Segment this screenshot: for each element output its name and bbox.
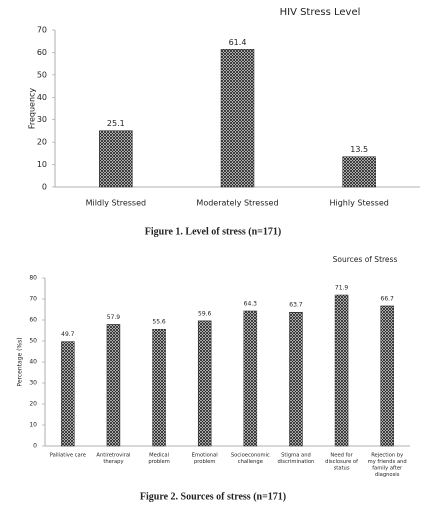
figure-caption: Figure 1. Level of stress (n=171) bbox=[145, 226, 281, 237]
value-label: 59.6 bbox=[198, 310, 212, 317]
y-tick-label: 20 bbox=[37, 138, 47, 147]
bar bbox=[342, 156, 376, 188]
y-tick-label: 80 bbox=[29, 275, 37, 282]
value-label: 63.7 bbox=[289, 302, 303, 309]
x-tick-label: Medical bbox=[149, 453, 169, 459]
value-label: 13.5 bbox=[350, 145, 368, 154]
value-label: 57.9 bbox=[107, 314, 121, 321]
x-tick-label: Mildly Stressed bbox=[86, 199, 147, 208]
x-tick-label: Need for bbox=[330, 453, 353, 459]
y-tick-label: 10 bbox=[29, 422, 37, 429]
bar bbox=[380, 305, 394, 447]
bar bbox=[99, 130, 133, 188]
y-tick-label: 60 bbox=[37, 48, 47, 57]
y-tick-label: 0 bbox=[42, 183, 47, 192]
x-tick-label: challenge bbox=[238, 459, 263, 465]
value-label: 61.4 bbox=[229, 38, 247, 47]
bar bbox=[243, 310, 258, 447]
y-tick-label: 40 bbox=[29, 359, 37, 366]
value-label: 66.7 bbox=[381, 295, 395, 302]
y-tick-label: 30 bbox=[37, 115, 47, 124]
value-label: 49.7 bbox=[61, 331, 75, 338]
x-tick-label: family after bbox=[372, 466, 403, 472]
x-tick-label: Antiretroviral bbox=[96, 453, 130, 459]
chart-title: Sources of Stress bbox=[333, 255, 398, 264]
x-tick-label: Stigma and bbox=[281, 453, 311, 459]
y-tick-label: 40 bbox=[37, 93, 47, 102]
value-label: 71.9 bbox=[335, 285, 349, 292]
x-tick-label: status bbox=[334, 466, 350, 472]
x-tick-label: therapy bbox=[103, 459, 123, 465]
x-tick-label: Highly Stessed bbox=[329, 199, 388, 208]
y-tick-label: 60 bbox=[29, 317, 37, 324]
x-tick-label: Socioeconomic bbox=[231, 453, 270, 459]
bar bbox=[220, 49, 255, 188]
y-tick-label: 20 bbox=[29, 401, 37, 408]
x-tick-label: Moderately Stressed bbox=[196, 199, 278, 208]
y-tick-label: 70 bbox=[29, 296, 37, 303]
bar bbox=[289, 311, 303, 447]
figure-caption: Figure 2. Sources of stress (n=171) bbox=[140, 491, 286, 502]
bar bbox=[106, 324, 121, 447]
x-tick-label: Rejection by bbox=[371, 453, 403, 459]
y-tick-label: 30 bbox=[29, 380, 37, 387]
x-tick-label: problem bbox=[194, 459, 215, 465]
chart-title: HIV Stress Level bbox=[280, 7, 361, 18]
y-tick-label: 0 bbox=[33, 443, 37, 450]
value-label: 55.6 bbox=[152, 319, 166, 326]
y-axis-label: Percentage (%s) bbox=[17, 337, 24, 386]
bar bbox=[334, 294, 349, 447]
y-tick-label: 10 bbox=[37, 160, 47, 169]
x-tick-label: Palliative care bbox=[50, 453, 86, 459]
x-tick-label: Emotional bbox=[192, 453, 218, 459]
value-label: 64.3 bbox=[244, 300, 258, 307]
y-axis-label: Frequency bbox=[28, 88, 37, 130]
x-tick-label: discrimination bbox=[278, 459, 315, 465]
x-tick-label: disclosure of bbox=[325, 459, 358, 465]
bar bbox=[197, 320, 212, 447]
x-tick-label: problem bbox=[148, 459, 169, 465]
y-tick-label: 50 bbox=[29, 338, 37, 345]
y-tick-label: 70 bbox=[37, 26, 47, 35]
value-label: 25.1 bbox=[107, 119, 125, 128]
y-tick-label: 50 bbox=[37, 70, 47, 79]
x-tick-label: my friends and bbox=[368, 459, 407, 465]
x-tick-label: diagnosis bbox=[375, 472, 400, 478]
bar bbox=[152, 328, 166, 447]
bar bbox=[61, 341, 75, 447]
